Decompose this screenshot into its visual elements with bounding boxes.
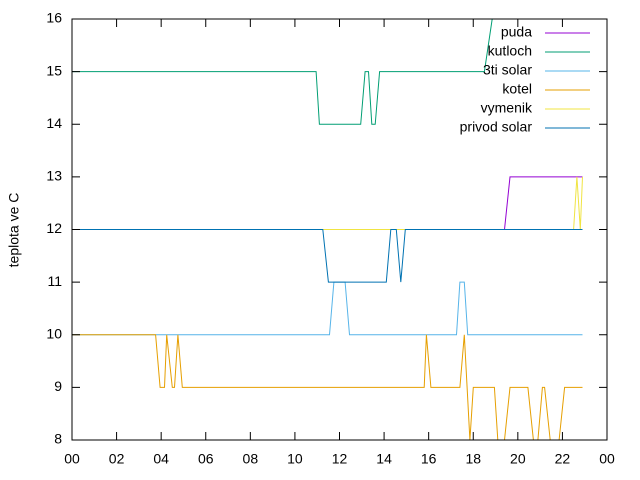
x-tick-label: 04 — [153, 451, 169, 467]
legend-label: privod solar — [460, 119, 533, 135]
x-tick-label: 16 — [421, 451, 437, 467]
x-tick-label: 06 — [198, 451, 214, 467]
x-tick-label: 22 — [555, 451, 571, 467]
series-line — [72, 19, 493, 125]
y-tick-label: 9 — [54, 378, 62, 394]
series-line — [72, 229, 583, 283]
y-tick-label: 8 — [54, 431, 62, 447]
x-tick-label: 00 — [64, 451, 80, 467]
x-tick-label: 10 — [287, 451, 303, 467]
y-tick-label: 10 — [46, 325, 62, 341]
series-line — [72, 281, 583, 336]
y-tick-label: 15 — [46, 62, 62, 78]
x-tick-label: 14 — [376, 451, 392, 467]
x-tick-label: 20 — [510, 451, 526, 467]
legend-label: 3ti solar — [483, 62, 532, 78]
y-tick-label: 11 — [47, 273, 62, 289]
series-line — [72, 334, 583, 440]
legend-label: kutloch — [488, 43, 532, 59]
x-tick-label: 12 — [332, 451, 348, 467]
y-tick-label: 14 — [46, 115, 62, 131]
y-tick-label: 13 — [46, 168, 62, 184]
x-tick-label: 18 — [465, 451, 481, 467]
legend-label: kotel — [502, 81, 532, 97]
x-tick-label: 02 — [109, 451, 125, 467]
x-tick-label: 08 — [243, 451, 259, 467]
y-tick-label: 12 — [46, 220, 62, 236]
y-axis-label: teplota ve C — [6, 193, 22, 268]
y-tick-label: 16 — [46, 10, 62, 26]
legend-label: vymenik — [481, 100, 533, 116]
x-tick-label: 00 — [599, 451, 615, 467]
legend-label: puda — [501, 24, 532, 40]
plot-area — [72, 19, 583, 440]
series-line — [72, 176, 583, 230]
series-line — [72, 176, 583, 230]
